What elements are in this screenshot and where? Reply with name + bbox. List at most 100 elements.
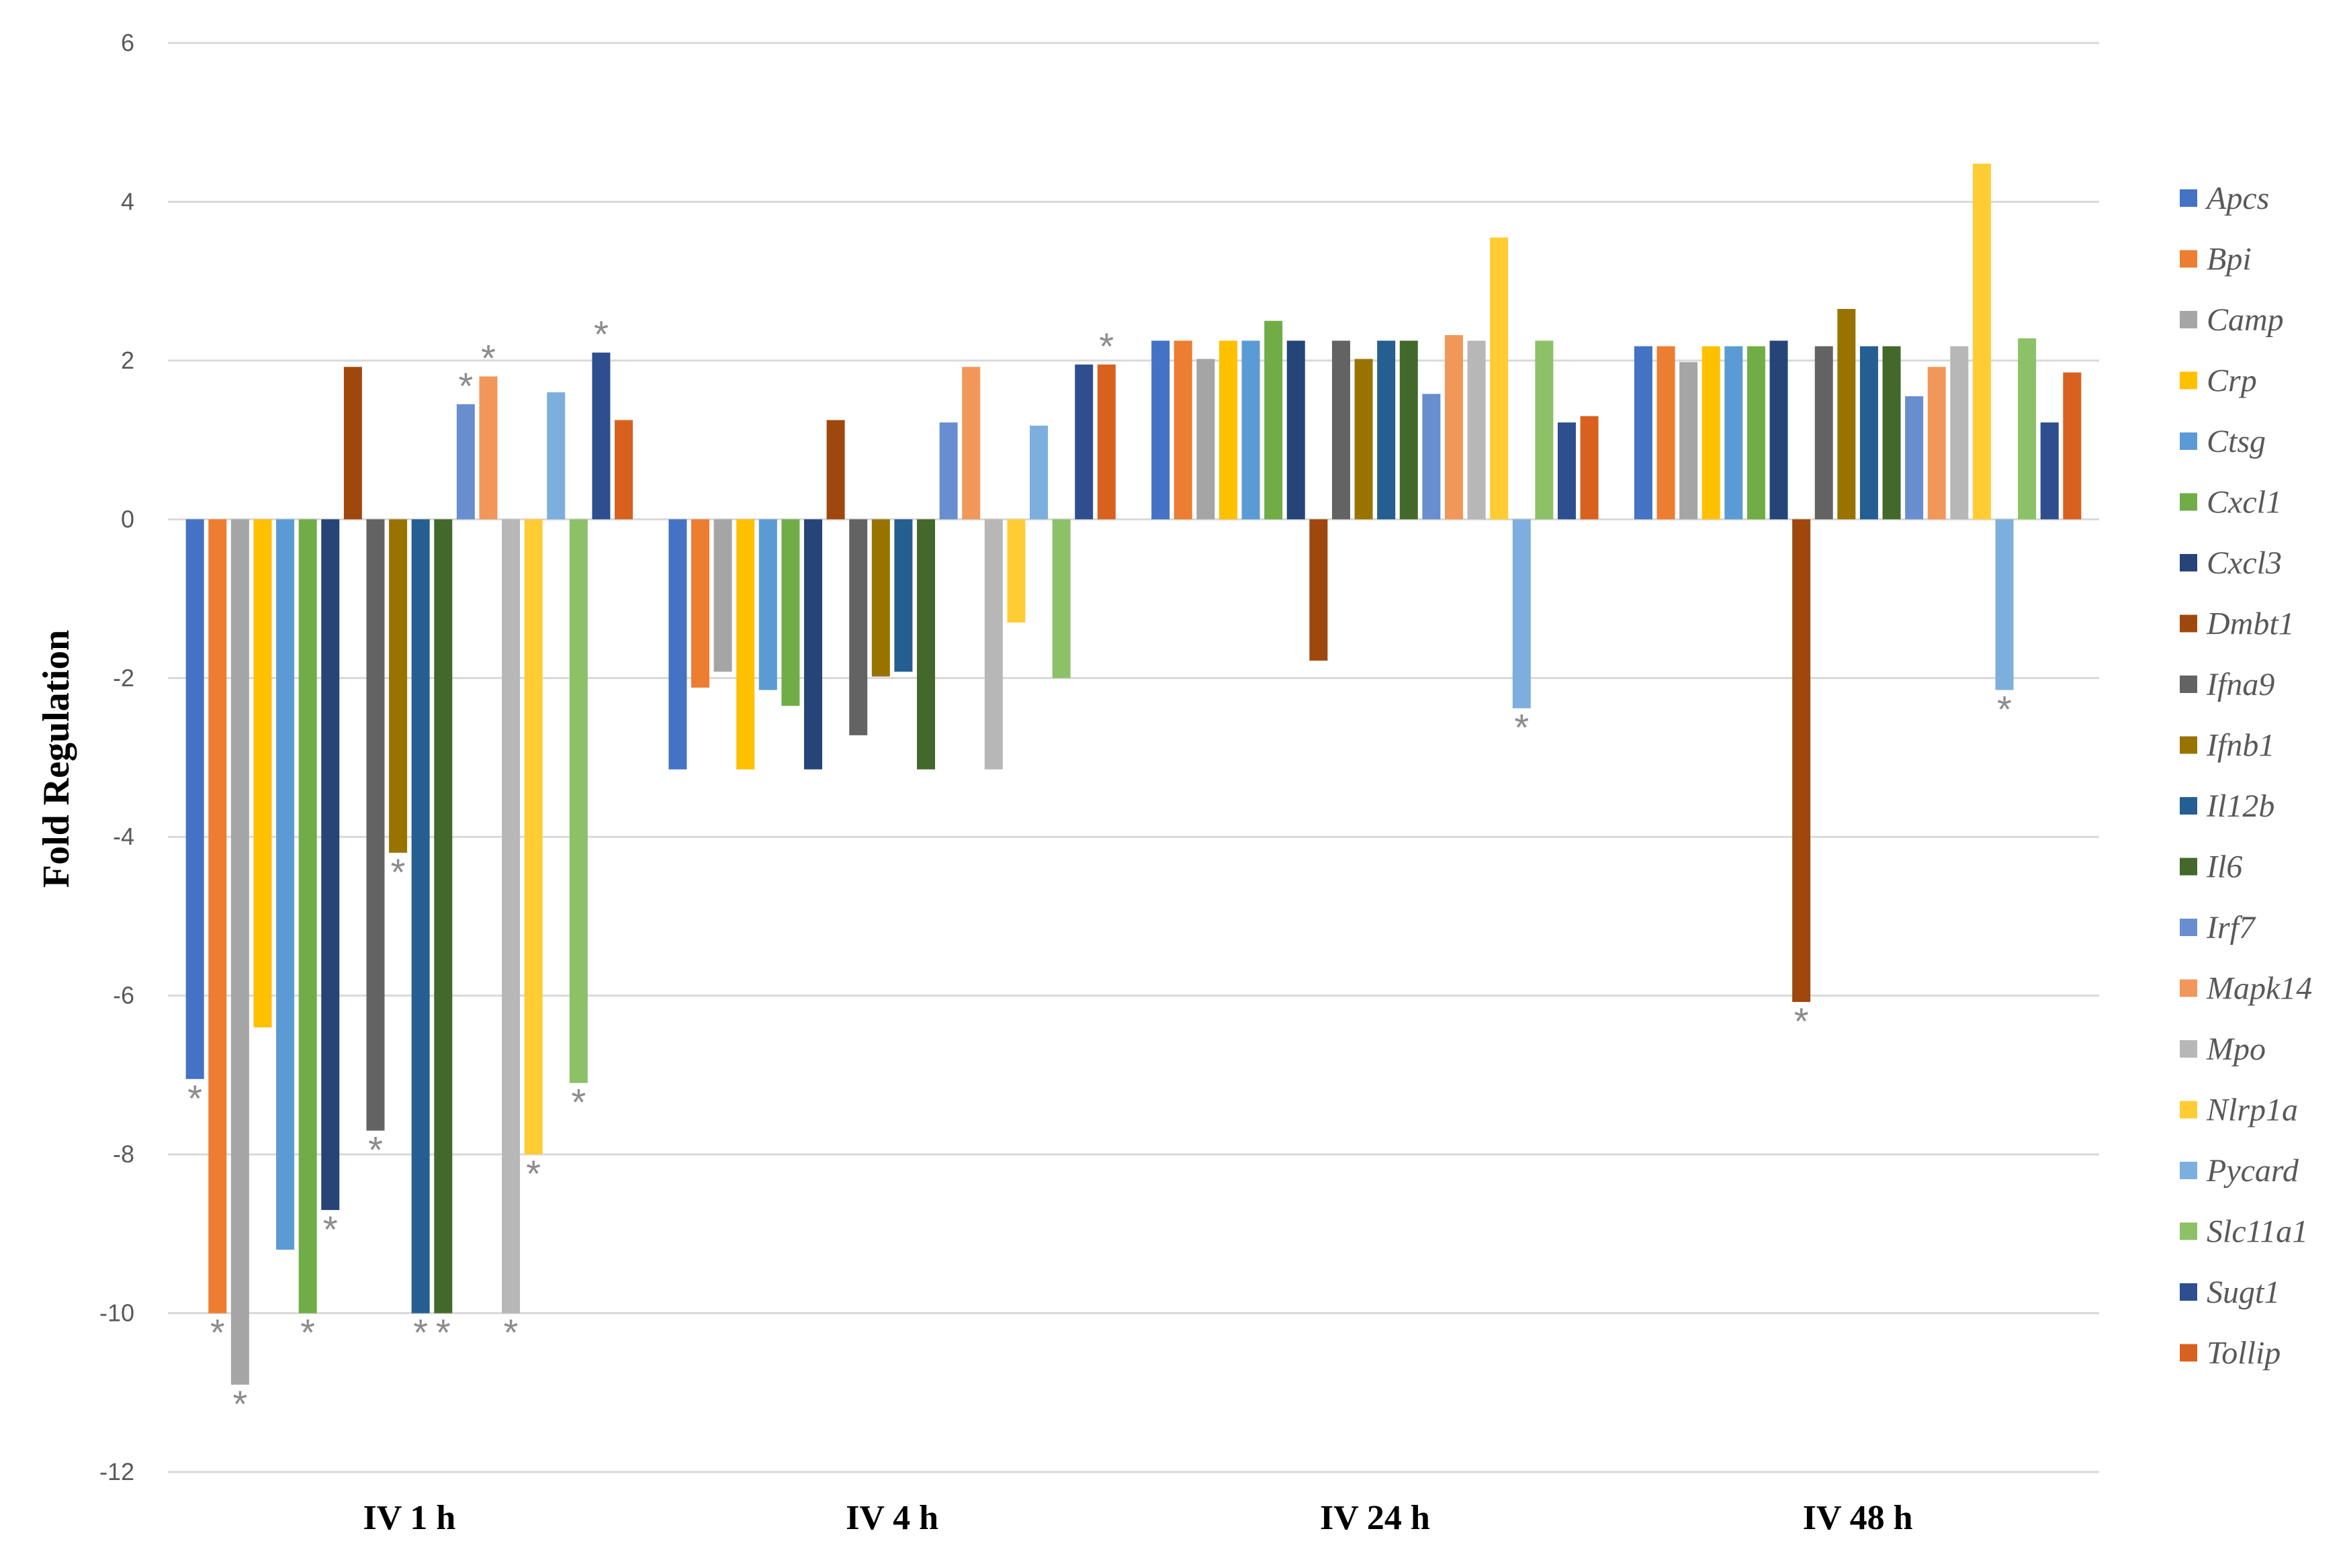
legend-swatch [2180, 1040, 2197, 1058]
bar-sugt1-1 [592, 353, 611, 520]
x-category-label: IV 4 h [846, 1499, 938, 1537]
legend-swatch [2180, 1101, 2197, 1119]
bar-mapk14-1 [479, 376, 498, 520]
x-axis-categories: IV 1 h IV 4 h IV 24 h IV 48 h [363, 1499, 1912, 1537]
legend-swatch [2180, 1283, 2197, 1301]
bar-cxcl1-1 [298, 519, 317, 1313]
significance-marker: * [232, 1383, 247, 1425]
bar-dmbt1-3 [1309, 519, 1328, 661]
bar-apcs-3 [1151, 340, 1170, 520]
legend-label: Cxcl1 [2207, 485, 2282, 520]
bar-ctsg-1 [276, 519, 295, 1250]
bar-il12b-3 [1377, 340, 1396, 520]
bar-ifna9-1 [366, 519, 385, 1131]
legend-swatch [2180, 250, 2197, 268]
bar-irf7-1 [456, 404, 475, 520]
bar-mapk14-2 [962, 367, 981, 520]
legend-label: Cxcl3 [2207, 545, 2282, 581]
legend-label: Irf7 [2206, 910, 2256, 946]
x-category-label: IV 48 h [1803, 1499, 1913, 1537]
significance-marker: * [436, 1311, 451, 1354]
bar-cxcl3-2 [804, 519, 823, 770]
bar-mapk14-4 [1927, 367, 1946, 520]
bar-mpo-4 [1950, 346, 1969, 520]
bar-bpi-2 [691, 519, 710, 688]
legend-swatch [2180, 554, 2197, 571]
bar-camp-2 [713, 519, 732, 672]
bar-ctsg-2 [758, 519, 777, 690]
bar-slc11a1-2 [1052, 519, 1071, 678]
significance-marker: * [323, 1208, 338, 1250]
bar-irf7-4 [1905, 396, 1924, 520]
bar-crp-2 [736, 519, 755, 770]
bar-cxcl1-3 [1264, 320, 1283, 520]
significance-marker: * [1514, 706, 1529, 749]
bar-slc11a1-4 [2018, 338, 2037, 520]
significance-marker: * [504, 1311, 519, 1354]
significance-marker: * [413, 1311, 428, 1354]
bar-camp-3 [1196, 359, 1215, 520]
bar-il6-3 [1399, 340, 1418, 520]
bar-irf7-3 [1422, 394, 1441, 520]
legend-swatch [2180, 797, 2197, 815]
significance-marker: * [391, 851, 406, 893]
legend-label: Nlrp1a [2206, 1093, 2298, 1128]
bar-dmbt1-4 [1792, 519, 1811, 1003]
bar-bpi-1 [208, 519, 227, 1313]
bar-il12b-1 [411, 519, 430, 1313]
bar-bpi-3 [1174, 340, 1192, 520]
bar-ifnb1-4 [1837, 309, 1856, 520]
legend-label: Apcs [2205, 181, 2269, 216]
bar-il6-2 [917, 519, 936, 770]
bar-camp-4 [1679, 362, 1698, 520]
bar-tollip-2 [1097, 364, 1116, 520]
legend: Apcs Bpi Camp Crp Ctsg Cxcl1 Cxcl3 Dmbt1 Ifna9 If… [2180, 181, 2312, 1371]
legend-swatch [2180, 1344, 2197, 1362]
y-tick-label: -12 [99, 1458, 134, 1485]
legend-swatch [2180, 1222, 2197, 1240]
y-tick-label: -6 [113, 982, 134, 1009]
bar-ifna9-2 [849, 519, 868, 735]
bar-cxcl3-1 [321, 519, 340, 1210]
bar-camp-1 [230, 519, 249, 1385]
bar-pycard-2 [1030, 425, 1049, 520]
legend-label: Pycard [2206, 1153, 2299, 1189]
legend-swatch [2180, 919, 2197, 936]
bar-slc11a1-3 [1535, 340, 1554, 520]
bar-il12b-2 [894, 519, 913, 672]
legend-label: Il12b [2206, 788, 2274, 824]
legend-swatch [2180, 432, 2197, 450]
legend-swatch [2180, 858, 2197, 876]
bar-cxcl3-3 [1286, 340, 1305, 520]
y-tick-label: -4 [113, 823, 134, 850]
bar-cxcl1-4 [1746, 346, 1765, 520]
legend-label: Mpo [2206, 1031, 2266, 1067]
bar-crp-4 [1701, 346, 1720, 520]
bar-ifnb1-3 [1354, 359, 1373, 520]
legend-label: Crp [2207, 363, 2257, 399]
bar-sugt1-3 [1557, 422, 1576, 520]
significance-marker: * [571, 1081, 586, 1123]
legend-swatch [2180, 736, 2197, 754]
bar-pycard-3 [1512, 519, 1531, 708]
bar-dmbt1-2 [826, 420, 845, 520]
significance-marker: * [187, 1077, 202, 1119]
significance-markers: ******** ******* **** [187, 313, 2012, 1425]
bar-crp-3 [1219, 340, 1237, 520]
legend-label: Dmbt1 [2206, 606, 2295, 642]
legend-label: Camp [2207, 302, 2284, 338]
bar-tollip-4 [2063, 372, 2082, 520]
bar-apcs-4 [1634, 346, 1652, 520]
bar-cxcl1-2 [781, 519, 800, 706]
bar-pycard-4 [1995, 519, 2014, 690]
bar-tollip-3 [1580, 416, 1599, 520]
legend-swatch [2180, 614, 2197, 633]
bar-apcs-1 [185, 519, 204, 1079]
legend-swatch [2180, 493, 2197, 511]
bar-il6-1 [434, 519, 453, 1313]
y-tick-label: 2 [121, 347, 134, 374]
legend-label: Ifna9 [2206, 667, 2274, 702]
significance-marker: * [594, 313, 609, 355]
